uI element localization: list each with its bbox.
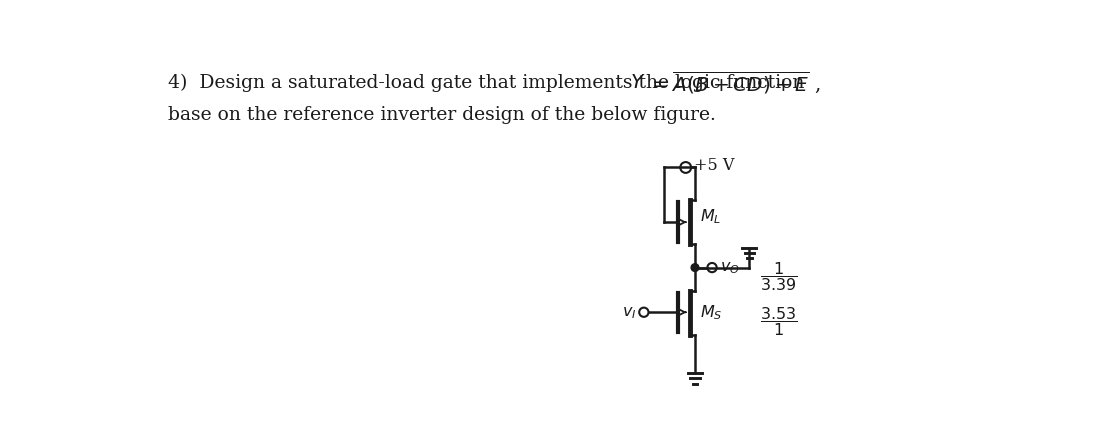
Text: $\dfrac{3.53}{1}$: $\dfrac{3.53}{1}$ — [761, 305, 798, 338]
Text: base on the reference inverter design of the below figure.: base on the reference inverter design of… — [168, 106, 716, 124]
Text: $\dfrac{1}{3.39}$: $\dfrac{1}{3.39}$ — [761, 260, 798, 293]
Text: $v_I$: $v_I$ — [621, 304, 636, 321]
Text: $v_O$: $v_O$ — [720, 259, 740, 276]
Text: $Y$: $Y$ — [630, 73, 646, 92]
Text: 4)  Design a saturated-load gate that implements the logic function: 4) Design a saturated-load gate that imp… — [168, 74, 804, 92]
Text: $M_L$: $M_L$ — [699, 207, 721, 226]
Text: $= \overline{A(B+CD)+E}\ $,: $= \overline{A(B+CD)+E}\ $, — [649, 70, 821, 96]
Text: +5 V: +5 V — [694, 157, 734, 174]
Text: $M_S$: $M_S$ — [699, 303, 722, 322]
Circle shape — [692, 264, 699, 272]
